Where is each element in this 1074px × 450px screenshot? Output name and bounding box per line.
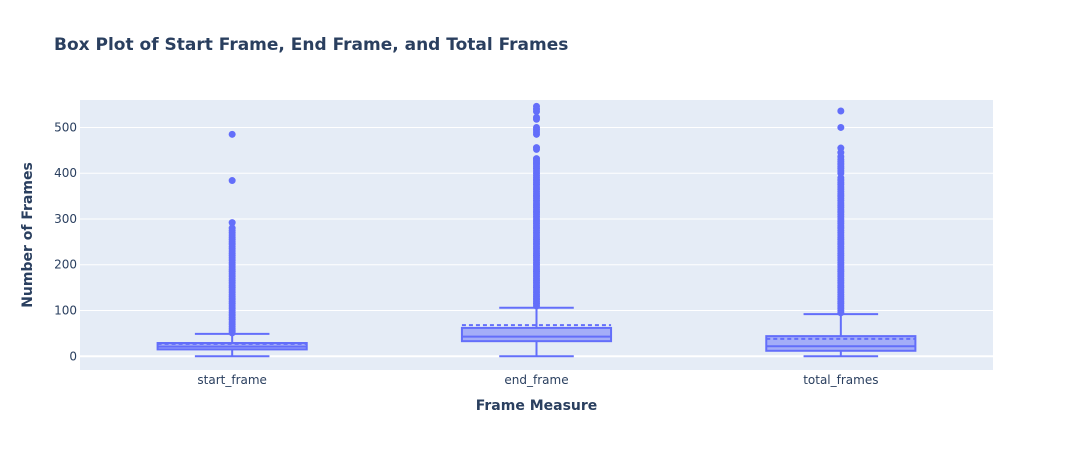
box-iqr (460, 326, 613, 343)
outlier-point (533, 130, 540, 138)
outlier-point (228, 329, 236, 337)
outlier-point (837, 123, 845, 131)
y-tick-label: 400 (54, 166, 77, 180)
outlier-point (533, 107, 540, 115)
outlier-point (533, 302, 540, 310)
box-end_frame (460, 102, 613, 358)
x-axis-ticks: start_frame end_frame total_frames (197, 373, 878, 387)
y-axis-title: Number of Frames (20, 162, 36, 308)
box-start_frame (156, 130, 308, 358)
outlier-point (533, 115, 540, 123)
y-tick-label: 200 (54, 258, 77, 272)
y-tick-label: 100 (54, 304, 77, 318)
chart-title: Box Plot of Start Frame, End Frame, and … (54, 35, 568, 55)
y-tick-label: 300 (54, 212, 77, 226)
outlier-point (837, 107, 845, 115)
y-tick-label: 500 (54, 120, 77, 134)
outlier-point (533, 145, 540, 153)
x-tick-label: total_frames (803, 373, 878, 387)
y-tick-label: 0 (69, 349, 77, 363)
outlier-point (228, 177, 236, 185)
outlier-point (837, 309, 845, 317)
y-axis-ticks: 0 100 200 300 400 500 (54, 120, 77, 363)
x-tick-label: start_frame (197, 373, 267, 387)
x-axis-title: Frame Measure (476, 398, 598, 414)
outlier-point (228, 130, 236, 138)
outlier-point (228, 219, 236, 227)
boxes (156, 102, 917, 358)
box-total_frames (765, 107, 917, 358)
x-tick-label: end_frame (504, 373, 568, 387)
